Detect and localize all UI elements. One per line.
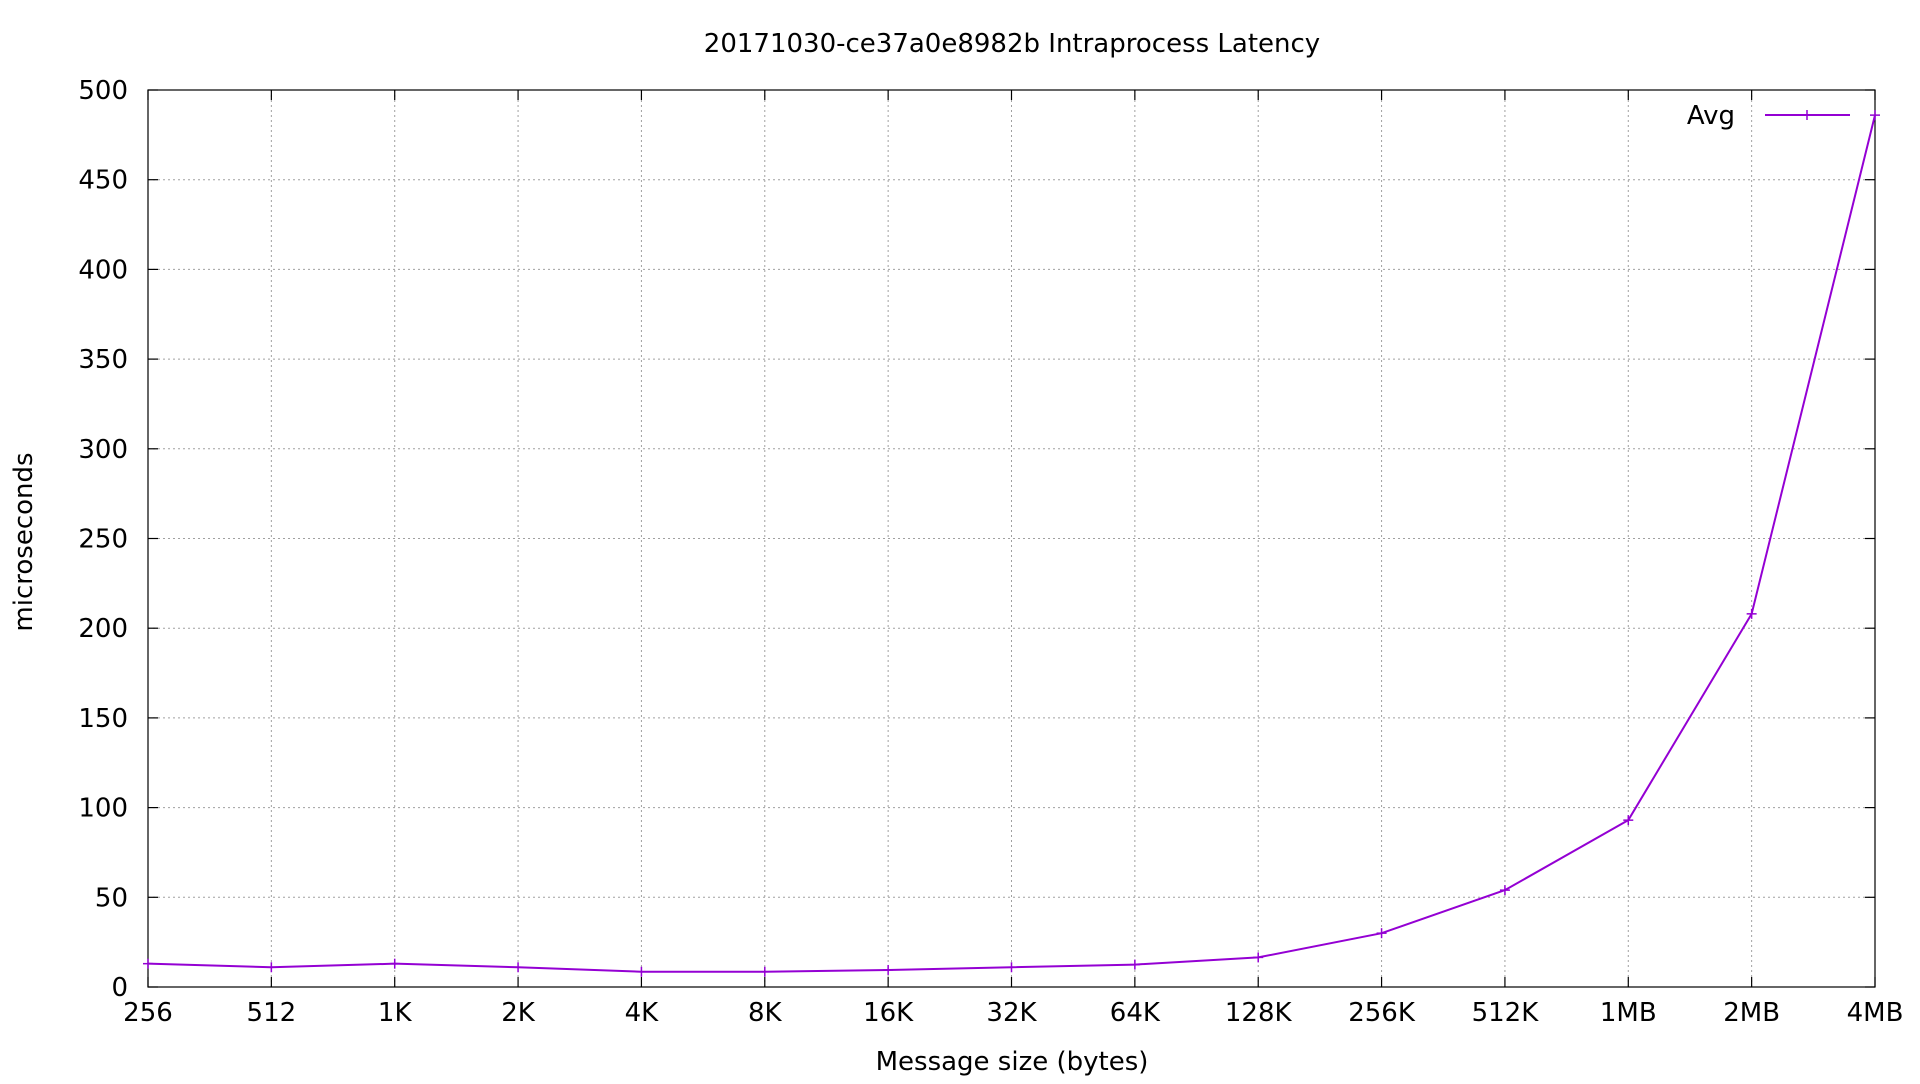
axes: 0 50 100 150 200 250 300 350 400 450 500 256 512 1K 2K… xyxy=(78,76,1903,1028)
x-tick-label: 512K xyxy=(1472,998,1540,1028)
data-point xyxy=(1253,952,1264,963)
plot-frame xyxy=(147,89,1876,988)
legend-label-avg: Avg xyxy=(1687,101,1735,131)
x-tick-label: 64K xyxy=(1110,998,1161,1028)
x-tick-label: 256K xyxy=(1348,998,1416,1028)
data-point xyxy=(1499,885,1510,896)
x-tick-label: 256 xyxy=(123,998,173,1028)
x-tick-label: 4K xyxy=(625,998,660,1028)
x-tick-label: 1MB xyxy=(1600,998,1657,1028)
x-tick-label: 1K xyxy=(378,998,413,1028)
x-tick-label: 8K xyxy=(748,998,783,1028)
data-point xyxy=(266,962,277,973)
x-tick-label: 32K xyxy=(986,998,1037,1028)
x-tick-label: 16K xyxy=(863,998,914,1028)
data-point xyxy=(759,966,770,977)
y-tick-label: 500 xyxy=(78,76,128,106)
data-point xyxy=(1870,110,1880,121)
data-point xyxy=(636,966,647,977)
x-tick-label: 2K xyxy=(501,998,536,1028)
data-point xyxy=(389,958,400,969)
y-tick-label: 400 xyxy=(78,255,128,285)
data-point xyxy=(513,962,524,973)
data-point xyxy=(1746,608,1757,619)
data-point xyxy=(143,958,153,969)
y-tick-label: 0 xyxy=(111,973,128,1003)
y-tick-label: 50 xyxy=(95,883,128,913)
series-layer xyxy=(143,110,1880,977)
data-point xyxy=(1006,962,1017,973)
x-tick-label: 2MB xyxy=(1723,998,1780,1028)
y-axis-label: microseconds xyxy=(9,452,39,631)
chart-title: 20171030-ce37a0e8982b Intraprocess Laten… xyxy=(704,29,1320,59)
series-line-avg xyxy=(147,114,1876,973)
data-point xyxy=(1623,815,1634,826)
y-tick-label: 350 xyxy=(78,345,128,375)
grid xyxy=(148,90,1875,987)
x-tick-label: 4MB xyxy=(1847,998,1904,1028)
y-tick-label: 450 xyxy=(78,166,128,196)
y-tick-label: 300 xyxy=(78,435,128,465)
legend: Avg xyxy=(1687,101,1850,131)
y-tick-label: 100 xyxy=(78,794,128,824)
data-point xyxy=(883,964,894,975)
y-tick-label: 150 xyxy=(78,704,128,734)
data-point xyxy=(1129,959,1140,970)
y-tick-label: 200 xyxy=(78,614,128,644)
x-tick-label: 512 xyxy=(247,998,297,1028)
y-tick-label: 250 xyxy=(78,525,128,555)
x-axis-label: Message size (bytes) xyxy=(876,1047,1149,1077)
x-tick-label: 128K xyxy=(1225,998,1293,1028)
data-point xyxy=(1376,928,1387,939)
